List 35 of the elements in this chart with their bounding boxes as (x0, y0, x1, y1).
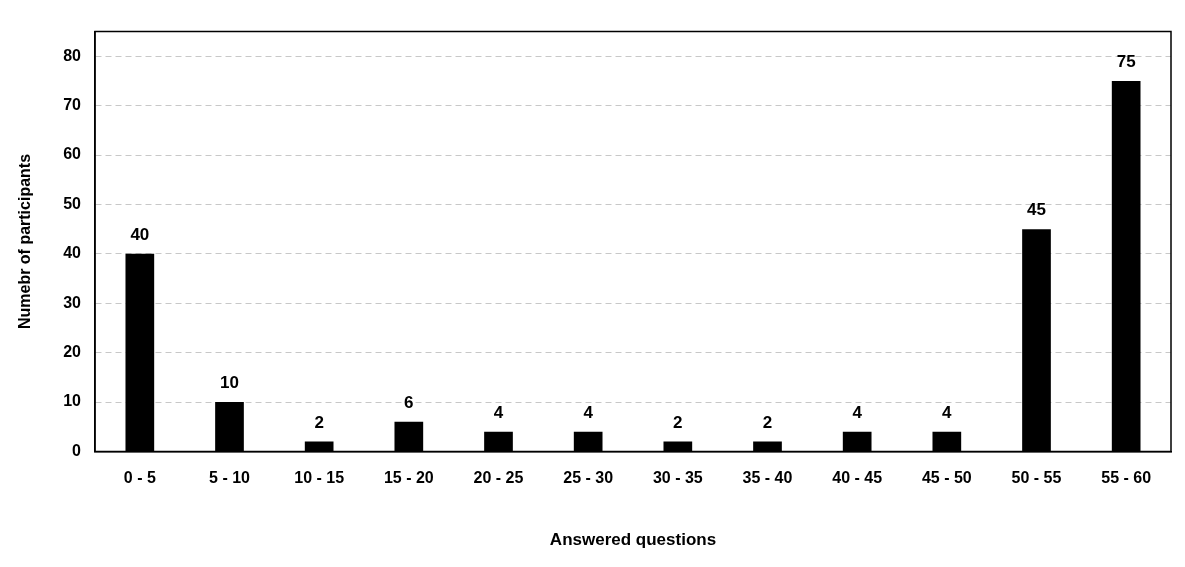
y-axis-title: Numebr of participants (16, 153, 34, 330)
x-tick-label: 5 - 10 (209, 469, 251, 487)
data-label: 4 (942, 402, 953, 422)
data-label: 45 (1027, 200, 1046, 220)
data-label: 2 (314, 412, 324, 432)
data-label: 6 (404, 392, 414, 412)
x-tick-label: 25 - 30 (563, 469, 614, 487)
x-tick-label: 35 - 40 (742, 469, 793, 487)
data-label: 4 (583, 402, 594, 422)
data-label: 4 (493, 402, 504, 422)
data-label: 2 (673, 412, 683, 432)
y-tick-label: 50 (63, 194, 82, 212)
y-tick-label: 70 (63, 96, 82, 114)
y-tick-label: 20 (63, 343, 82, 361)
data-label: 10 (220, 373, 239, 393)
x-tick-label: 40 - 45 (832, 469, 883, 487)
x-tick-label: 10 - 15 (294, 469, 345, 487)
y-tick-label: 30 (63, 293, 82, 311)
x-tick-label: 50 - 55 (1011, 469, 1062, 487)
x-tick-label: 55 - 60 (1101, 469, 1152, 487)
y-tick-label: 80 (63, 46, 82, 64)
x-axis-title: Answered questions (549, 530, 717, 550)
x-tick-label: 20 - 25 (473, 469, 524, 487)
x-tick-label: 15 - 20 (383, 469, 434, 487)
y-tick-label: 10 (63, 392, 82, 410)
x-tick-label: 0 - 5 (123, 469, 156, 487)
y-tick-label: 0 (72, 441, 82, 459)
data-label: 40 (130, 225, 150, 245)
x-tick-label: 30 - 35 (652, 469, 703, 487)
y-tick-label: 60 (63, 145, 82, 163)
data-label: 2 (762, 412, 773, 432)
data-label: 4 (852, 402, 863, 422)
x-tick-label: 45 - 50 (921, 469, 972, 487)
y-tick-label: 40 (63, 244, 82, 262)
data-label: 75 (1116, 52, 1136, 72)
